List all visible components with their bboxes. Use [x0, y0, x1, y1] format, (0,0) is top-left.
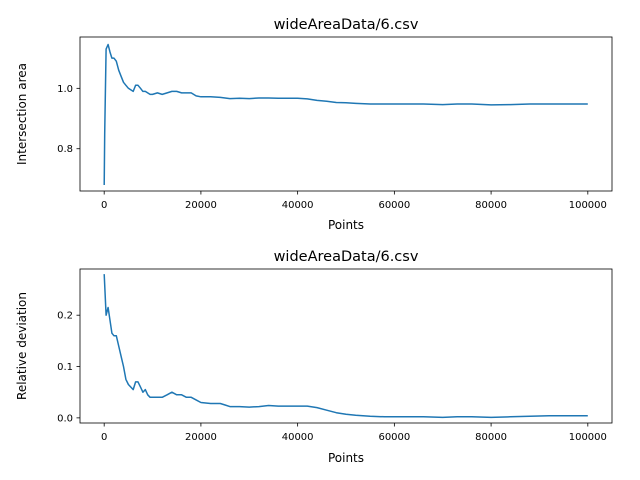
x-tick-label: 0	[101, 200, 107, 211]
y-tick-label: 0.0	[57, 413, 73, 424]
y-tick-label: 0.8	[57, 144, 73, 155]
x-tick-label: 80000	[475, 200, 507, 211]
x-tick-label: 100000	[569, 432, 607, 443]
chart-title: wideAreaData/6.csv	[274, 249, 419, 265]
subplot-intersection-area: wideAreaData/6.csv Intersection area Poi…	[15, 17, 613, 232]
x-tick-label: 0	[101, 432, 107, 443]
x-tick-label: 20000	[185, 432, 217, 443]
y-tick-label: 1.0	[57, 84, 73, 95]
x-tick-label: 40000	[282, 432, 314, 443]
x-tick-label: 80000	[475, 432, 507, 443]
plot-area: 0 20000 40000 60000 80000 100000 0.0 0.1 0.2	[57, 268, 613, 443]
x-tick-label: 20000	[185, 200, 217, 211]
x-tick-label: 60000	[378, 200, 410, 211]
x-tick-label: 40000	[282, 200, 314, 211]
y-axis-label: Intersection area	[15, 63, 29, 165]
chart-title: wideAreaData/6.csv	[274, 17, 419, 33]
axes-frame	[79, 268, 613, 424]
y-tick-label: 0.1	[57, 362, 73, 373]
plot-area: 0 20000 40000 60000 80000 100000 0.8 1.0	[57, 36, 613, 211]
subplot-relative-deviation: wideAreaData/6.csv Relative deviation Po…	[15, 249, 613, 465]
y-axis-label: Relative deviation	[15, 292, 29, 400]
y-tick-label: 0.2	[57, 311, 73, 322]
axes-frame	[79, 36, 613, 192]
x-tick-label: 60000	[378, 432, 410, 443]
x-axis-label: Points	[328, 451, 364, 465]
x-axis-label: Points	[328, 218, 364, 232]
series-line	[103, 274, 588, 419]
series-line	[103, 43, 588, 186]
x-tick-label: 100000	[569, 200, 607, 211]
